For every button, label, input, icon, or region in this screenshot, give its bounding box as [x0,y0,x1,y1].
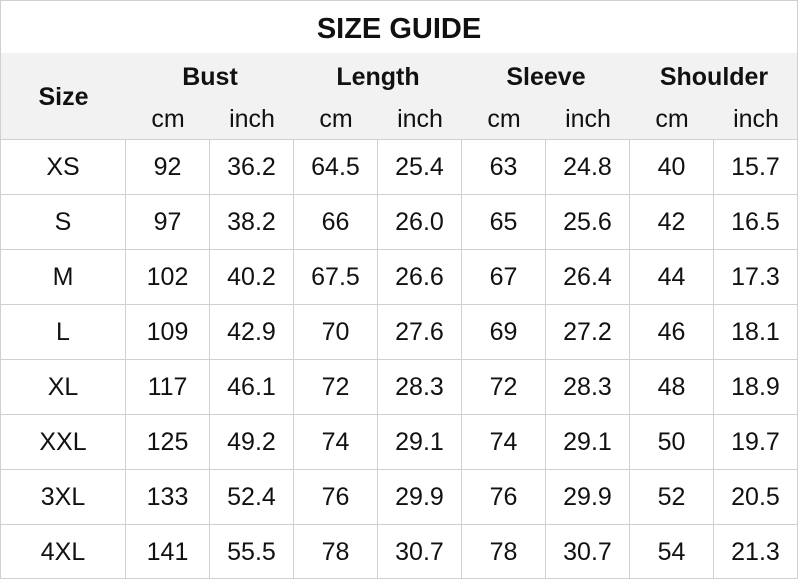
value-cell: 46 [629,304,714,360]
value-cell: 52 [629,469,714,525]
unit-header: inch [229,105,275,133]
value-cell: 30.7 [377,524,462,578]
value-cell: 42.9 [209,304,294,360]
table-row: S 97 38.2 66 26.0 65 25.6 42 16.5 [1,194,797,250]
table-row: 3XL 133 52.4 76 29.9 76 29.9 52 20.5 [1,469,797,525]
value-cell: 42 [629,194,714,250]
value-cell: 55.5 [209,524,294,578]
value-cell: 78 [293,524,378,578]
table-row: XL 117 46.1 72 28.3 72 28.3 48 18.9 [1,359,797,415]
size-cell: L [1,304,126,360]
value-cell: 70 [293,304,378,360]
value-cell: 67.5 [293,249,378,305]
value-cell: 25.4 [377,139,462,195]
value-cell: 72 [461,359,546,415]
title: SIZE GUIDE [316,13,482,45]
table-row: M 102 40.2 67.5 26.6 67 26.4 44 17.3 [1,249,797,305]
value-cell: 29.9 [545,469,630,525]
value-cell: 67 [461,249,546,305]
table-row: XXL 125 49.2 74 29.1 74 29.1 50 19.7 [1,414,797,470]
value-cell: 18.9 [713,359,797,415]
value-cell: 24.8 [545,139,630,195]
unit-header: inch [397,105,443,133]
table-header: Size Bust cm inch Length cm inch Sleeve cm inch S… [1,53,797,139]
value-cell: 29.1 [545,414,630,470]
value-cell: 69 [461,304,546,360]
table-row: 4XL 141 55.5 78 30.7 78 30.7 54 21.3 [1,524,797,578]
value-cell: 38.2 [209,194,294,250]
unit-header: inch [565,105,611,133]
value-cell: 36.2 [209,139,294,195]
size-cell: XL [1,359,126,415]
value-cell: 26.4 [545,249,630,305]
value-cell: 29.1 [377,414,462,470]
value-cell: 76 [461,469,546,525]
column-group-sleeve: Sleeve [506,63,586,91]
value-cell: 48 [629,359,714,415]
unit-header: inch [733,105,779,133]
value-cell: 102 [125,249,210,305]
value-cell: 109 [125,304,210,360]
value-cell: 40.2 [209,249,294,305]
column-group-length: Length [336,63,420,91]
unit-header: cm [655,105,689,133]
value-cell: 65 [461,194,546,250]
unit-header: cm [319,105,353,133]
value-cell: 28.3 [377,359,462,415]
size-cell: XS [1,139,126,195]
size-cell: S [1,194,126,250]
value-cell: 20.5 [713,469,797,525]
value-cell: 50 [629,414,714,470]
value-cell: 92 [125,139,210,195]
value-cell: 76 [293,469,378,525]
size-cell: M [1,249,126,305]
size-cell: XXL [1,414,126,470]
value-cell: 21.3 [713,524,797,578]
value-cell: 72 [293,359,378,415]
size-cell: 3XL [1,469,126,525]
value-cell: 40 [629,139,714,195]
value-cell: 16.5 [713,194,797,250]
value-cell: 17.3 [713,249,797,305]
unit-header: cm [487,105,521,133]
table-row: L 109 42.9 70 27.6 69 27.2 46 18.1 [1,304,797,360]
value-cell: 25.6 [545,194,630,250]
value-cell: 141 [125,524,210,578]
value-cell: 15.7 [713,139,797,195]
value-cell: 74 [461,414,546,470]
value-cell: 54 [629,524,714,578]
value-cell: 133 [125,469,210,525]
value-cell: 125 [125,414,210,470]
value-cell: 97 [125,194,210,250]
table-row: XS 92 36.2 64.5 25.4 63 24.8 40 15.7 [1,139,797,195]
value-cell: 19.7 [713,414,797,470]
value-cell: 66 [293,194,378,250]
column-group-bust: Bust [182,63,238,91]
value-cell: 63 [461,139,546,195]
value-cell: 78 [461,524,546,578]
unit-header: cm [151,105,185,133]
value-cell: 46.1 [209,359,294,415]
value-cell: 74 [293,414,378,470]
size-cell: 4XL [1,524,126,578]
value-cell: 18.1 [713,304,797,360]
value-cell: 64.5 [293,139,378,195]
value-cell: 26.6 [377,249,462,305]
value-cell: 27.6 [377,304,462,360]
value-cell: 52.4 [209,469,294,525]
size-table: XS 92 36.2 64.5 25.4 63 24.8 40 15.7 S 97 38.2 66 26.… [1,139,797,578]
size-header: Size [38,83,89,111]
column-group-shoulder: Shoulder [659,63,769,91]
value-cell: 26.0 [377,194,462,250]
value-cell: 29.9 [377,469,462,525]
value-cell: 49.2 [209,414,294,470]
value-cell: 117 [125,359,210,415]
value-cell: 30.7 [545,524,630,578]
value-cell: 44 [629,249,714,305]
value-cell: 27.2 [545,304,630,360]
value-cell: 28.3 [545,359,630,415]
